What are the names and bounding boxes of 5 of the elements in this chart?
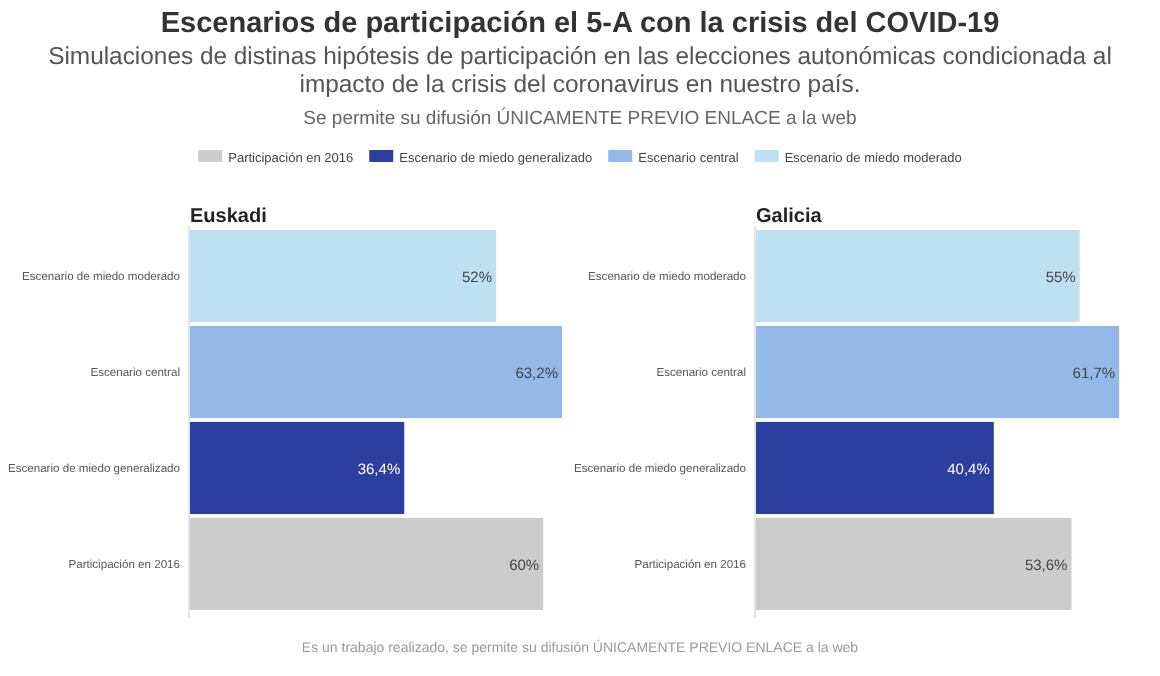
text: Se permite su difusión ÚNICAMENTE PREVIO ENLACE a la web: [303, 106, 857, 130]
chart-title: Galicia: [756, 206, 823, 228]
text: Escenarios de participación el 5-A con la crisis del COVID-19: [160, 8, 1000, 40]
chart-title: Euskadi: [190, 206, 268, 228]
text: Simulaciones de distinas hipótesis de participación en las elecciones autonómicas condicionada al impacto de la crisis del coronavirus en nuestro país.: [48, 42, 1112, 98]
